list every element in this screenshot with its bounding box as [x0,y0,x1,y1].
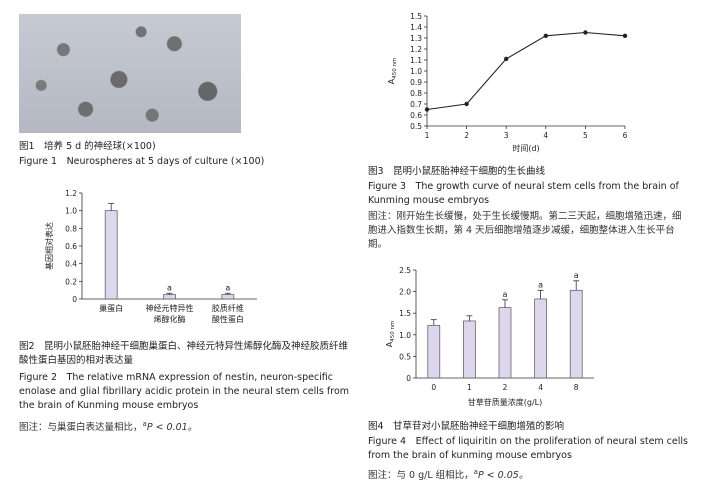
y-tick-label: 0 [72,295,77,304]
category-label-2: 酸性蛋白 [212,314,244,324]
fig4-note-sup: a [473,468,478,476]
bar-0 [104,210,118,300]
y-tick-label: 1.1 [410,56,422,65]
fig1-caption-en: Figure 1 Neurospheres at 5 days of cultu… [19,156,265,167]
fig3-caption-en: Figure 3 The growth curve of neural stem… [368,181,679,206]
y-tick-label: 2.0 [399,288,411,297]
y-tick-label: 0.5 [410,122,422,131]
bar-1 [163,294,176,300]
growth-curve-line [426,31,626,111]
fig4-note-p: P < 0.05。 [477,470,529,482]
y-tick-label: 0.5 [399,352,411,361]
bar-2 [498,307,512,379]
data-point-1 [464,101,469,107]
x-tick-label: 8 [574,383,579,392]
x-tick-label: 1 [467,383,472,392]
x-axis-label: 时间(d) [512,143,539,153]
sig-marker-3: a [538,280,543,289]
data-point-2 [504,56,509,62]
category-label-0: 巢蛋白 [99,303,123,313]
data-point-5 [622,33,628,38]
category-label-1: 烯醇化酶 [154,314,186,324]
sig-marker-2: a [225,283,230,292]
x-tick-label: 3 [504,131,509,140]
data-point-0 [424,107,430,112]
y-axis-label: A450 nm [385,321,396,348]
fig2-caption-zh: 图2 昆明小鼠胚胎神经干细胞巢蛋白、神经元特异性烯醇化酶及神经胶质纤维酸性蛋白基… [19,341,349,366]
y-tick-label: 0.7 [410,100,422,109]
y-tick-label: 1.2 [410,45,422,54]
y-tick-label: 1.0 [65,207,77,216]
y-tick-label: 0.2 [65,277,77,286]
fig3-caption-zh: 图3 昆明小鼠胚胎神经干细胞的生长曲线 [368,166,546,177]
x-tick-label: 2 [464,131,469,140]
bar-3 [534,298,547,379]
bar-4 [569,289,583,379]
fig2-note: 图注：与巢蛋白表达量相比，aP < 0.01。 [19,417,197,435]
y-axis-label: 基因相对表达 [44,222,54,270]
category-label-1: 神经元特异性 [146,303,194,313]
y-axis-label: A450 nm [387,58,398,85]
x-tick-label: 0 [431,383,436,392]
x-tick-label: 4 [543,131,548,140]
fig4-bar-chart: 0 0.5 1.0 1.5 2.0 2.5 A450 nm 0 1 a 2 a 4 a 8 甘草苷质量浓度(g… [385,266,594,407]
y-tick-label: 1.4 [410,23,422,32]
y-tick-label: 1.0 [399,331,411,340]
y-tick-label: 1.2 [65,189,77,198]
neurosphere-micrograph [19,14,241,133]
y-tick-label: 0.4 [65,260,77,269]
fig4-note: 图注：与 0 g/L 组相比，aP < 0.05。 [368,465,528,483]
data-point-3 [543,33,548,38]
y-tick-label: 0 [406,374,411,383]
y-tick-label: 1.0 [410,67,422,76]
y-tick-label: 1.3 [410,34,422,43]
fig4-note-prefix: 图注：与 0 g/L 组相比， [368,470,474,482]
x-tick-label: 5 [583,131,588,140]
sig-marker-2: a [503,290,508,299]
x-axis-label: 甘草苷质量浓度(g/L) [468,397,542,407]
fig4-caption-en: Figure 4 Effect of liquiritin on the pro… [368,436,688,461]
y-axis-label-sub: 450 nm [390,321,396,342]
x-tick-label: 4 [538,383,543,392]
y-tick-label: 1.5 [410,12,422,21]
x-tick-label: 1 [425,131,430,140]
fig1-caption-zh: 图1 培养 5 d 的神经球(×100) [19,141,156,152]
sig-marker-1: a [167,283,172,292]
y-tick-label: 0.8 [65,224,77,233]
fig3-note: 图注：刚开始生长缓慢，处于生长缓慢期。第二三天起，细胞增殖迅速，细胞进入指数生长… [368,211,682,250]
bar-0 [427,324,441,379]
y-tick-label: 0.6 [65,242,77,251]
y-axis-label-sub: 450 nm [392,58,398,79]
fig2-note-p: P < 0.01。 [146,422,198,434]
fig3-line-chart: 0.5 0.6 0.7 0.8 0.9 1.0 1.1 1.2 1.3 1.4 1.5 1 2 3 4 5 6 时… [387,12,628,153]
y-tick-label: 0.8 [410,89,422,98]
fig4-caption-zh: 图4 甘草苷对小鼠胚胎神经干细胞增殖的影响 [368,421,565,432]
y-tick-label: 0.9 [410,78,422,87]
x-tick-label: 6 [623,131,628,140]
category-label-2: 胶质纤维 [212,303,244,313]
y-tick-label: 0.6 [410,111,422,120]
data-point-4 [583,30,588,35]
fig2-caption-en: Figure 2 The relative mRNA expression of… [19,372,350,411]
y-tick-label: 1.5 [399,309,411,318]
sig-marker-4: a [574,271,579,280]
y-tick-label: 2.5 [399,266,411,275]
fig2-note-sup: a [142,420,147,428]
bar-1 [463,320,476,379]
x-tick-label: 2 [503,383,508,392]
fig2-note-prefix: 图注：与巢蛋白表达量相比， [19,422,143,434]
bar-2 [221,294,235,300]
